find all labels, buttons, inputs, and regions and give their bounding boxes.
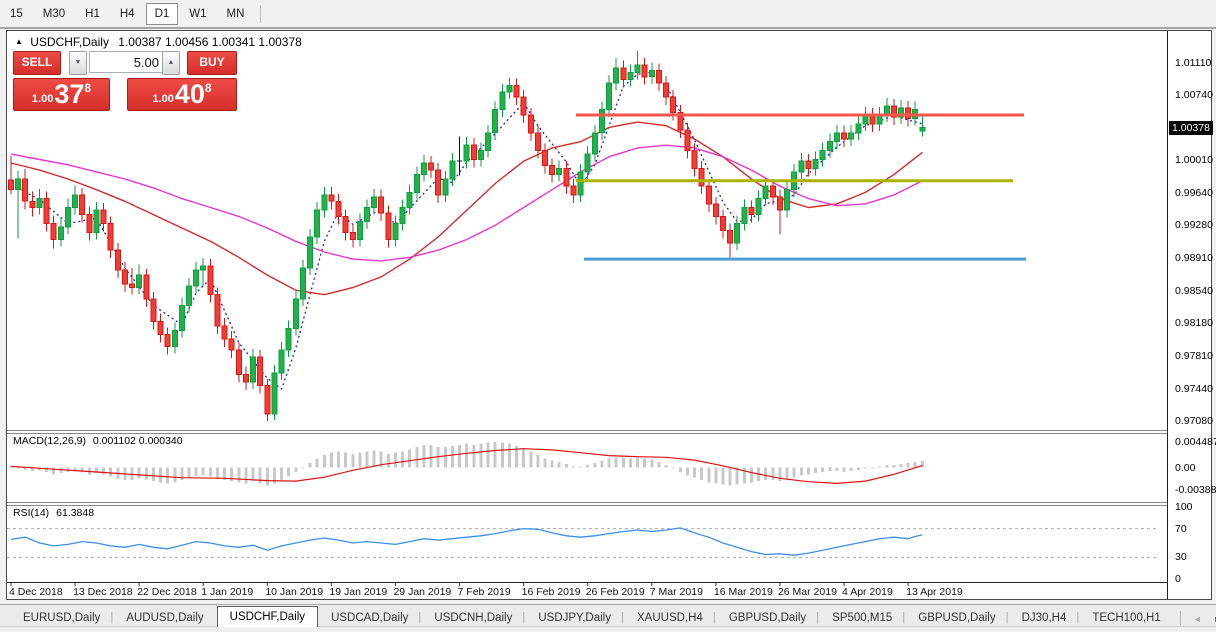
date-axis-label: 4 Apr 2019 — [842, 586, 893, 598]
chart-tab-xauusd-h4[interactable]: XAUUSD,H4 — [621, 608, 716, 627]
macd-values: 0.001102 0.000340 — [92, 435, 183, 447]
date-axis-label: 7 Feb 2019 — [457, 586, 511, 598]
date-axis-label: 4 Dec 2018 — [9, 586, 63, 598]
price-axis-label: 0.97810 — [1175, 350, 1213, 363]
chevron-down-icon: ▼ — [74, 59, 82, 66]
price-axis[interactable]: 1.00378 1.01110 1.00740 1.00010 0.99640 0.99… — [1167, 31, 1216, 599]
price-axis-label: 1.00010 — [1175, 154, 1213, 167]
status-strip — [0, 626, 1216, 632]
date-axis-label: 16 Feb 2019 — [521, 586, 581, 598]
chart-ohlc-values: 1.00387 1.00456 1.00341 1.00378 — [118, 35, 302, 49]
date-axis-label: 13 Dec 2018 — [73, 586, 133, 598]
rsi-value: 61.3848 — [56, 507, 95, 519]
chart-tab-usdchf-daily[interactable]: USDCHF,Daily — [216, 606, 319, 627]
tab-scroll-arrows: ◄ ► — [1174, 611, 1216, 627]
chart-symbol: USDCHF,Daily — [30, 35, 109, 49]
price-axis-label: 1.01110 — [1175, 56, 1212, 69]
pane-splitter-macd[interactable] — [7, 430, 1211, 434]
timeframe-button-mn[interactable]: MN — [226, 7, 245, 20]
date-axis-border — [7, 582, 1168, 583]
date-axis-label: 1 Jan 2019 — [201, 586, 254, 598]
rsi-indicator-label: RSI(14) 61.3848 — [13, 507, 94, 519]
rsi-line — [10, 527, 923, 556]
date-axis-label: 13 Apr 2019 — [906, 586, 963, 598]
toolbar-separator — [260, 4, 262, 23]
chart-title-marker-icon: ▲ — [15, 37, 23, 46]
price-axis-label: 0.99280 — [1175, 219, 1213, 232]
chart-title: ▲ USDCHF,Daily 1.00387 1.00456 1.00341 1… — [15, 35, 302, 49]
price-axis-label: 0.98540 — [1175, 285, 1213, 298]
price-axis-label: 1.00740 — [1175, 89, 1213, 102]
macd-name: MACD(12,26,9) — [13, 435, 86, 447]
date-axis-label: 7 Mar 2019 — [649, 586, 703, 598]
buy-price-big: 40 — [174, 79, 205, 109]
buy-price-prefix: 1.00 — [152, 93, 174, 105]
rsi-axis-label: 0 — [1175, 573, 1181, 585]
chart-tab-usdcad-daily[interactable]: USDCAD,Daily — [315, 608, 421, 627]
chart-tab-audusd-daily[interactable]: AUDUSD,Daily — [110, 608, 216, 627]
chart-tab-sp500-m15[interactable]: SP500,M15 — [816, 608, 905, 627]
ma-fast-blue — [10, 71, 923, 391]
price-axis-label: 0.98180 — [1175, 317, 1213, 330]
macd-axis-label: 0.00 — [1175, 461, 1196, 474]
date-axis-label: 29 Jan 2019 — [393, 586, 452, 598]
timeframe-button-h4[interactable]: H4 — [119, 7, 135, 20]
volume-increase-button[interactable]: ▲ — [162, 51, 180, 75]
macd-axis-label: 0.004487 — [1175, 436, 1216, 448]
rsi-axis-label: 30 — [1175, 551, 1187, 564]
rsi-name: RSI(14) — [13, 507, 50, 519]
chart-tab-tech100-h1[interactable]: TECH100,H1 — [1076, 608, 1173, 627]
chart-window[interactable]: ▲ USDCHF,Daily 1.00387 1.00456 1.00341 1… — [6, 30, 1216, 600]
chart-tab-dj30-h4[interactable]: DJ30,H4 — [1006, 608, 1080, 627]
sell-price-big: 37 — [54, 79, 85, 109]
date-axis-label: 26 Mar 2019 — [777, 586, 837, 598]
chart-tab-gbpusd-daily[interactable]: GBPUSD,Daily — [713, 608, 819, 627]
timeframe-button-w1[interactable]: W1 — [189, 7, 207, 20]
buy-price-pip: 8 — [204, 81, 212, 95]
chart-tab-eurusd-daily[interactable]: EURUSD,Daily — [23, 612, 101, 624]
buy-button[interactable]: BUY — [187, 51, 237, 75]
chevron-up-icon: ▲ — [167, 59, 175, 66]
macd-indicator-label: MACD(12,26,9) 0.001102 0.000340 — [13, 435, 183, 447]
chart-tab-usdjpy-daily[interactable]: USDJPY,Daily — [522, 608, 624, 627]
timeframe-toolbar: 15 M30 H1 H4 D1 W1 MN — [0, 0, 1216, 29]
rsi-axis-label: 70 — [1175, 522, 1187, 535]
rsi-axis-label: 100 — [1175, 501, 1193, 513]
sell-price-pip: 8 — [84, 81, 92, 95]
volume-input[interactable] — [89, 51, 166, 73]
date-axis-label: 26 Feb 2019 — [585, 586, 645, 598]
timeframe-button-d1[interactable]: D1 — [145, 2, 179, 25]
chart-plot-area[interactable] — [7, 31, 1167, 599]
chart-tab-usdcnh-daily[interactable]: USDCNH,Daily — [418, 608, 525, 627]
tabs-separator — [1179, 611, 1181, 625]
current-price-badge: 1.00378 — [1169, 120, 1213, 135]
sell-price-prefix: 1.00 — [31, 93, 54, 105]
tab-scroll-left-icon[interactable]: ◄ — [1192, 614, 1202, 624]
sell-price-box[interactable]: 1.00 37 8 — [13, 78, 110, 111]
pane-splitter-rsi[interactable] — [7, 502, 1211, 506]
price-axis-label: 0.97080 — [1175, 414, 1213, 427]
volume-decrease-button[interactable]: ▼ — [69, 51, 87, 75]
date-axis-label: 22 Dec 2018 — [137, 586, 197, 598]
timeframe-button-h1[interactable]: H1 — [85, 7, 100, 20]
tab-scroll-right-icon[interactable]: ► — [1208, 611, 1216, 627]
price-axis-label: 0.98910 — [1175, 252, 1213, 265]
price-axis-label: 0.97440 — [1175, 382, 1213, 395]
buy-price-box[interactable]: 1.00 40 8 — [127, 78, 237, 111]
timeframe-button-m30[interactable]: M30 — [42, 7, 66, 20]
macd-signal-line — [10, 448, 923, 485]
candlesticks — [8, 50, 926, 421]
timeframe-button-15[interactable]: 15 — [10, 7, 23, 20]
date-axis-label: 19 Jan 2019 — [329, 586, 388, 598]
chart-tabs-bar: EURUSD,DailyAUDUSD,DailyUSDCHF,DailyUSDC… — [0, 604, 1216, 627]
macd-axis-label: -0.003883 — [1175, 483, 1216, 496]
price-axis-label: 0.99640 — [1175, 187, 1213, 200]
date-axis-label: 10 Jan 2019 — [265, 586, 324, 598]
chart-tab-gbpusd-daily[interactable]: GBPUSD,Daily — [902, 608, 1008, 627]
date-axis-label: 16 Mar 2019 — [713, 586, 773, 598]
sell-button[interactable]: SELL — [13, 51, 61, 75]
